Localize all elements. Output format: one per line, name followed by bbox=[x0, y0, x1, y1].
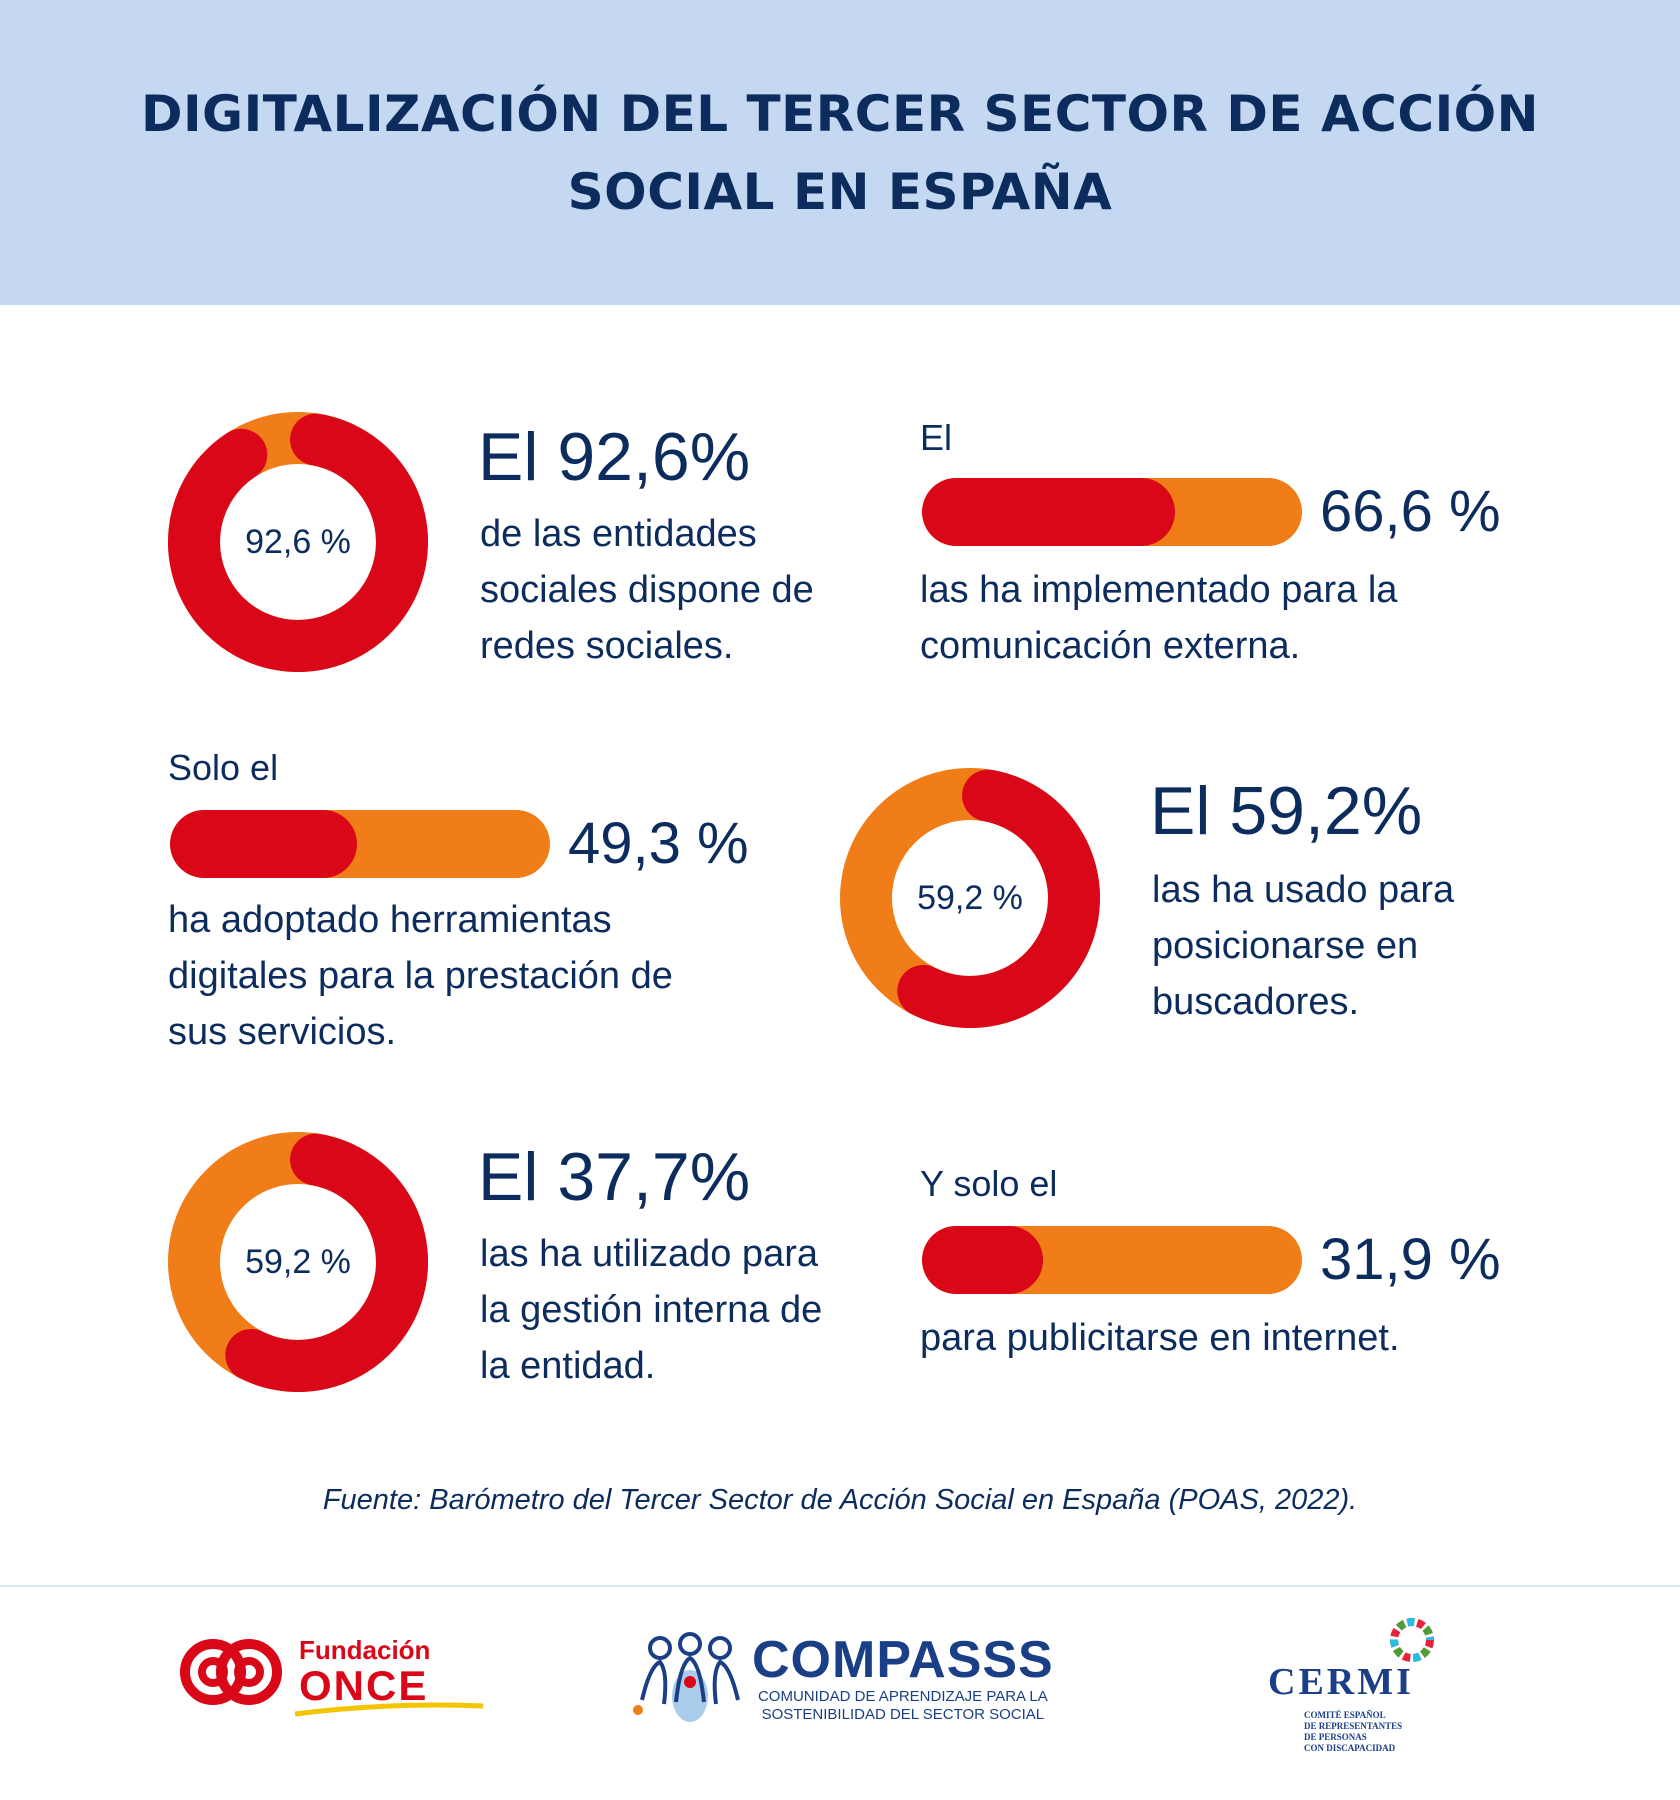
stat-desc: sociales dispone de bbox=[480, 569, 814, 611]
stat-value: 49,3 % bbox=[568, 811, 749, 876]
source-note: Fuente: Barómetro del Tercer Sector de A… bbox=[322, 1484, 1358, 1516]
stat-desc: la entidad. bbox=[480, 1345, 656, 1387]
logo-cermi: CERMI COMITÉ ESPAÑOL DE REPRESENTANTES D… bbox=[1268, 1618, 1434, 1754]
compasss-name: COMPASSS bbox=[752, 1631, 1054, 1689]
stat-value: 31,9 % bbox=[1320, 1227, 1501, 1292]
footer-divider bbox=[0, 1585, 1680, 1587]
stat-desc: de las entidades bbox=[480, 513, 757, 555]
cermi-sub4: CON DISCAPACIDAD bbox=[1304, 1743, 1396, 1753]
stat-desc: posicionarse en bbox=[1152, 925, 1419, 967]
donut-gestion: 59,2 % bbox=[168, 1132, 428, 1392]
progress-bar-comunicacion bbox=[922, 478, 1302, 546]
stat-headline: El 92,6% bbox=[478, 419, 751, 495]
stat-desc: para publicitarse en internet. bbox=[920, 1317, 1400, 1359]
stat-prefix: Y solo el bbox=[920, 1163, 1058, 1204]
logo-compasss: COMPASSS COMUNIDAD DE APRENDIZAJE PARA L… bbox=[630, 1630, 1054, 1726]
donut-redes: 92,6 % bbox=[168, 412, 428, 672]
logo-fundacion-once: Fundación ONCE bbox=[175, 1632, 484, 1717]
cermi-sub1: COMITÉ ESPAÑOL bbox=[1304, 1710, 1386, 1720]
stat-desc: las ha utilizado para bbox=[480, 1233, 818, 1275]
header-banner: DIGITALIZACIÓN DEL TERCER SECTOR DE ACCI… bbox=[0, 0, 1680, 305]
stat-desc: la gestión interna de bbox=[480, 1289, 823, 1331]
once-line1: Fundación bbox=[299, 1635, 431, 1665]
compasss-sub1: COMUNIDAD DE APRENDIZAJE PARA LA bbox=[757, 1688, 1048, 1705]
page-title: DIGITALIZACIÓN DEL TERCER SECTOR DE ACCI… bbox=[140, 84, 1540, 221]
stat-desc: las ha usado para bbox=[1152, 869, 1455, 911]
stat-desc: redes sociales. bbox=[480, 625, 734, 667]
donut-label: 59,2 % bbox=[245, 1242, 351, 1281]
stat-prefix: El bbox=[920, 417, 953, 458]
stat-headline: El 37,7% bbox=[478, 1139, 751, 1215]
stat-desc: ha adoptado herramientas bbox=[168, 899, 612, 941]
compasss-people-icon bbox=[633, 1632, 740, 1722]
once-rings-icon bbox=[180, 1639, 282, 1705]
stat-desc: buscadores. bbox=[1152, 981, 1360, 1023]
progress-bar-publicidad bbox=[922, 1226, 1302, 1294]
donut-buscadores: 59,2 % bbox=[840, 768, 1100, 1028]
stat-desc: sus servicios. bbox=[168, 1011, 397, 1053]
cermi-sub2: DE REPRESENTANTES bbox=[1304, 1721, 1403, 1731]
stat-value: 66,6 % bbox=[1320, 479, 1501, 544]
stat-desc: comunicación externa. bbox=[920, 625, 1301, 667]
donut-label: 59,2 % bbox=[917, 878, 1023, 917]
sdg-wheel-icon bbox=[1390, 1618, 1434, 1662]
stat-prefix: Solo el bbox=[168, 747, 279, 788]
once-line2: ONCE bbox=[299, 1662, 429, 1709]
progress-bar-servicios bbox=[170, 810, 550, 878]
donut-label: 92,6 % bbox=[245, 522, 351, 561]
stat-headline: El 59,2% bbox=[1150, 773, 1423, 849]
cermi-name: CERMI bbox=[1268, 1661, 1414, 1703]
compasss-sub2: SOSTENIBILIDAD DEL SECTOR SOCIAL bbox=[761, 1706, 1045, 1723]
once-swoosh-icon bbox=[295, 1702, 484, 1717]
stat-desc: las ha implementado para la bbox=[920, 569, 1398, 611]
cermi-sub3: DE PERSONAS bbox=[1304, 1732, 1367, 1742]
stat-desc: digitales para la prestación de bbox=[168, 955, 673, 997]
